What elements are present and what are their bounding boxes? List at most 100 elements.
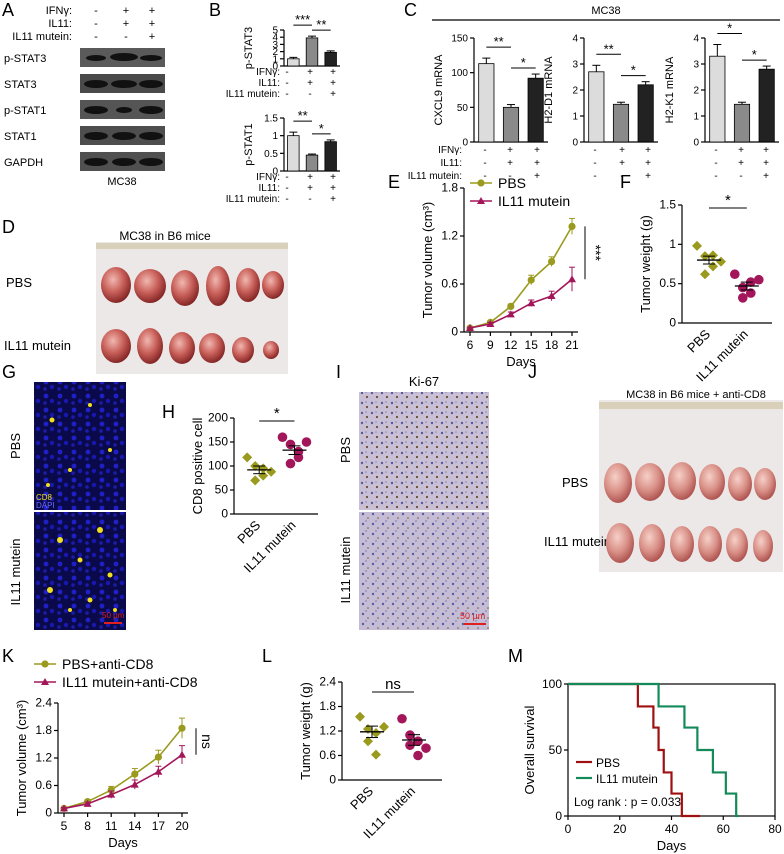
panel-label-h: H	[162, 402, 175, 422]
ruler	[96, 243, 288, 249]
band-label: p-STAT3	[4, 53, 46, 65]
cond-sign: -	[483, 158, 486, 169]
legend-label: PBS	[498, 175, 526, 191]
x-tick-label: 15	[525, 338, 539, 352]
fluor-image-pbs	[34, 382, 126, 510]
y-tick-label: 2.4	[35, 696, 52, 710]
y-tick-label: 100	[542, 677, 562, 691]
y-tick-label: 1.8	[35, 723, 52, 737]
data-point	[107, 790, 116, 798]
data-point	[506, 310, 515, 318]
y-tick-label: 4	[572, 34, 578, 45]
cond-sign: +	[330, 78, 336, 89]
y-axis-label: p-STAT3	[243, 27, 255, 69]
cond-sign: -	[285, 194, 288, 205]
bar	[733, 103, 751, 143]
data-point	[258, 470, 269, 481]
data-point	[692, 240, 702, 251]
tumors-pbs	[101, 266, 284, 306]
data-point	[285, 439, 296, 450]
y-tick-label: 0	[221, 507, 228, 521]
cond-sign: +	[330, 172, 336, 183]
km-chart-M: 0 20 40 60 80 0 50 100 Days Overall survival PBS IL…	[522, 677, 782, 853]
tumor	[137, 328, 163, 364]
x-tick-label: 18	[545, 338, 559, 352]
sig-label: *	[631, 63, 636, 78]
bar	[527, 77, 544, 143]
cond-sign: +	[645, 158, 651, 169]
data-point	[486, 320, 495, 327]
legend-label: PBS+anti-CD8	[62, 656, 154, 672]
panel-label-c: C	[404, 0, 417, 20]
cond-sign: -	[94, 18, 98, 30]
y-axis-label: Overall survival	[522, 705, 537, 794]
x-tick-label: 12	[504, 338, 518, 352]
tumor	[101, 267, 131, 303]
cond-sign: +	[507, 145, 513, 156]
panel-d-title: MC38 in B6 mice	[119, 229, 211, 243]
y-tick-label: 1.2	[319, 724, 336, 738]
data-point	[716, 256, 726, 267]
y-tick-label: 2.4	[319, 675, 336, 689]
panel-label-a: A	[2, 0, 14, 20]
panel-letters: A B C D E F G H I J K L M	[2, 0, 631, 666]
row-label-pbs: PBS	[8, 433, 23, 459]
data-point	[413, 736, 423, 747]
cd8-signal	[46, 403, 117, 612]
ihc-image-mutein	[359, 512, 489, 630]
panel-a-conditions: IFNγ: IL11: IL11 mutein: - + + - + + - -…	[12, 5, 155, 43]
data-point	[355, 711, 365, 722]
cond-sign: -	[483, 145, 486, 156]
cond-sign: +	[307, 183, 313, 194]
x-tick-label: 20	[613, 822, 627, 836]
tumor	[753, 530, 773, 562]
panel-label-i: I	[336, 362, 341, 382]
y-tick-label: 1	[693, 112, 699, 123]
bar	[324, 141, 337, 172]
sig-label: ***	[295, 12, 310, 27]
data-point	[700, 269, 710, 280]
survival-curve	[568, 682, 739, 818]
tumor	[262, 271, 284, 299]
x-tick-label: 17	[152, 819, 166, 833]
tumors-mutein	[101, 328, 279, 364]
cond-label: IL11 mutein:	[12, 31, 72, 43]
y-tick-label: 2	[572, 86, 578, 97]
row-label-mutein: IL11 mutein	[338, 537, 353, 604]
data-point	[754, 274, 764, 285]
data-point	[397, 713, 407, 724]
bar	[287, 58, 300, 67]
y-tick-label: 1	[572, 112, 578, 123]
cond-label: IFNγ:	[46, 5, 72, 17]
data-point	[301, 437, 312, 447]
tumor	[639, 524, 665, 562]
cond-sign: -	[508, 171, 511, 182]
panel-label-g: G	[2, 362, 16, 382]
tumor	[754, 468, 776, 500]
tumor	[699, 464, 725, 500]
y-tick-label: 1.2	[441, 229, 458, 243]
sig-label: *	[727, 21, 732, 36]
tumor	[236, 268, 260, 302]
panel-label-l: L	[262, 646, 272, 666]
x-tick-label: PBS	[684, 326, 713, 355]
panel-c-header: MC38	[432, 5, 780, 21]
tumors-mutein	[606, 523, 773, 563]
cond-sign: +	[330, 67, 336, 78]
y-tick-label: 0	[45, 806, 52, 820]
cond-sign: -	[124, 31, 128, 43]
cond-sign: -	[94, 31, 98, 43]
cond-label: IFNγ:	[256, 67, 280, 78]
y-tick-label: 5	[272, 26, 278, 37]
sig-label: **	[298, 108, 308, 123]
sig-label: *	[521, 55, 526, 70]
tumor	[670, 526, 694, 562]
panel-label-f: F	[620, 172, 631, 192]
band-label: p-STAT1	[4, 105, 46, 117]
data-point	[466, 324, 474, 331]
x-tick-label: 14	[128, 819, 142, 833]
y-tick-label: 0	[693, 138, 699, 149]
tumor	[101, 329, 131, 363]
